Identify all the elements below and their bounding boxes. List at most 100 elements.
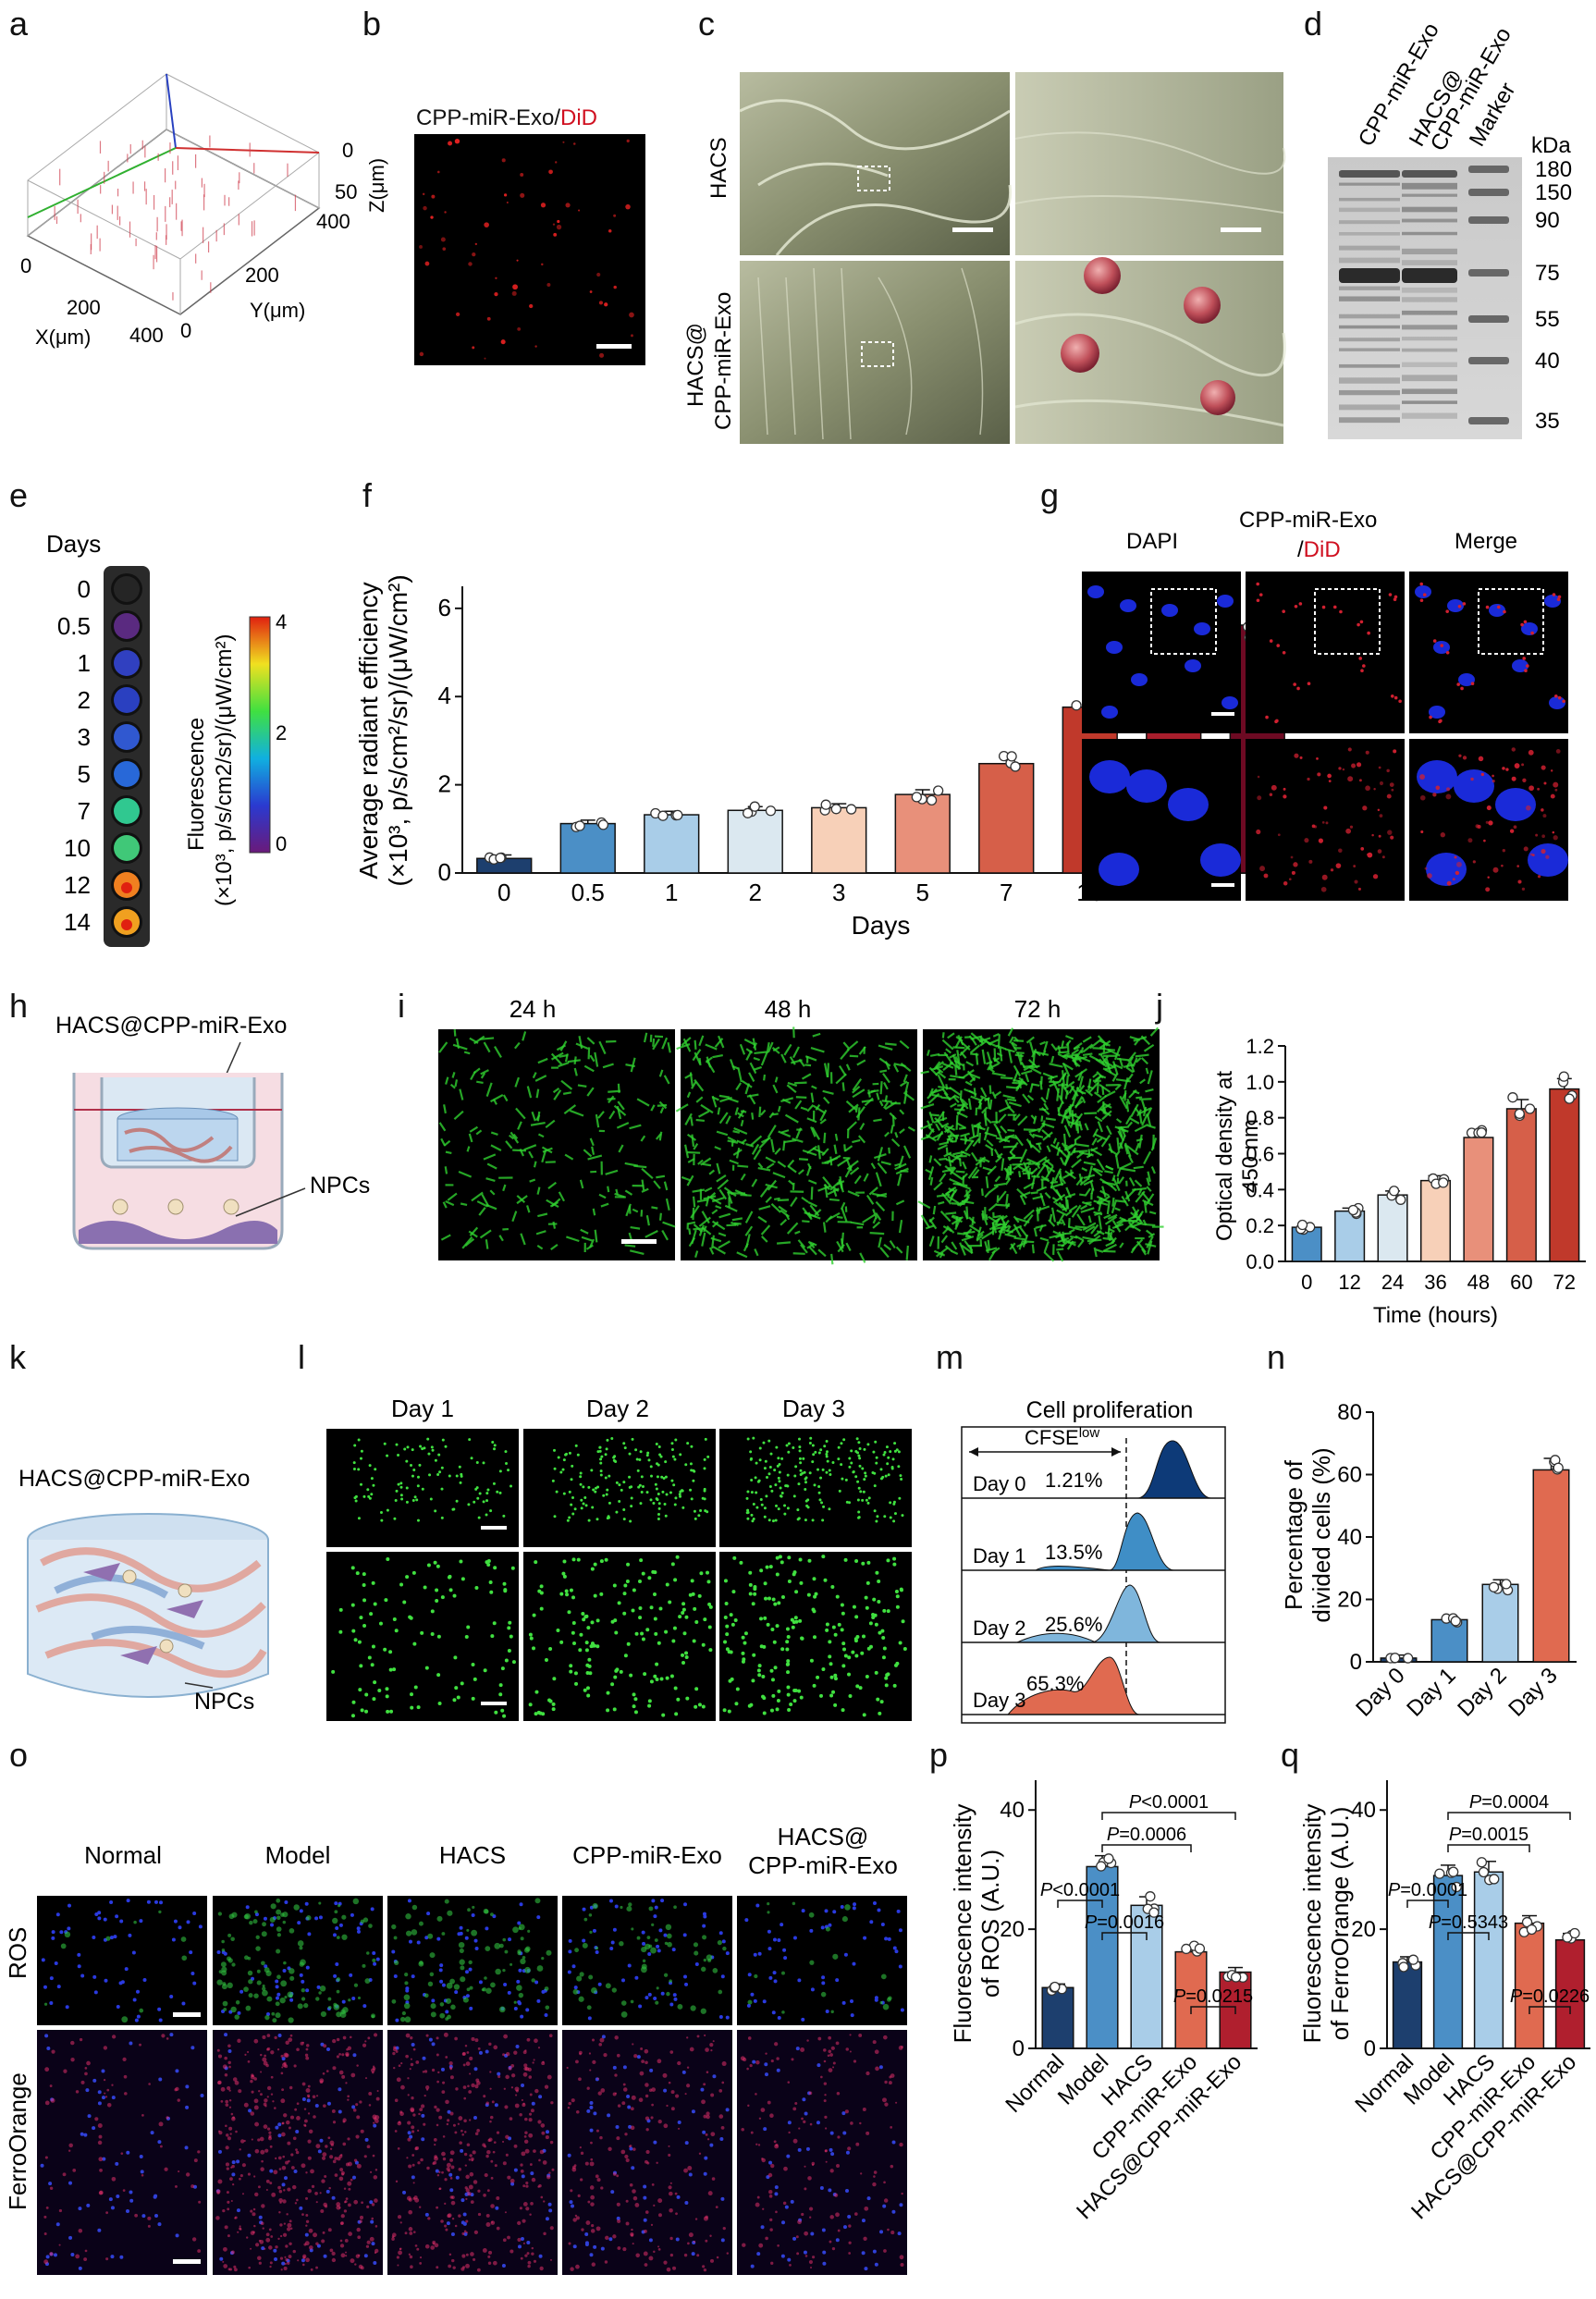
nucleus xyxy=(424,1936,429,1940)
nucleus xyxy=(702,1912,706,1916)
ferro-signal xyxy=(278,2168,282,2170)
cell xyxy=(878,1057,891,1067)
cell xyxy=(655,1678,659,1682)
ferro-signal xyxy=(446,2167,450,2171)
cell xyxy=(856,1480,860,1483)
cell xyxy=(797,1689,802,1693)
ros-signal xyxy=(297,2003,303,2010)
cell xyxy=(854,1450,858,1454)
cell xyxy=(829,1662,833,1666)
cell xyxy=(535,1230,546,1236)
ferro-signal xyxy=(185,2172,190,2177)
day-label: 14 xyxy=(64,908,91,936)
cell xyxy=(778,1480,781,1483)
signal-dot xyxy=(430,215,434,219)
exo-signal xyxy=(1362,664,1366,668)
ferro-signal xyxy=(404,2231,408,2235)
cell xyxy=(988,1099,993,1110)
ros-signal xyxy=(252,1919,258,1924)
cell xyxy=(866,1580,870,1585)
signal-dot xyxy=(540,203,546,208)
nucleus xyxy=(534,1980,539,1985)
cell xyxy=(734,1189,748,1197)
gel-band xyxy=(1339,182,1400,186)
cell xyxy=(775,1555,780,1560)
cell xyxy=(993,1182,1006,1187)
cell xyxy=(708,1604,713,1609)
exo-signal xyxy=(1432,793,1437,797)
nucleus xyxy=(663,1933,668,1937)
cell xyxy=(610,1682,615,1687)
cell xyxy=(698,1216,712,1227)
exo-signal xyxy=(1357,622,1360,627)
cell xyxy=(586,1693,591,1698)
data-point xyxy=(1145,1891,1156,1902)
cell xyxy=(552,1677,557,1681)
cell xyxy=(359,1664,363,1668)
ferro-signal xyxy=(58,2208,63,2213)
cell xyxy=(389,1709,394,1714)
ros-signal xyxy=(221,1970,227,1976)
cell xyxy=(654,1482,657,1486)
exo-signal xyxy=(1543,781,1547,785)
cell xyxy=(889,1240,896,1249)
cell xyxy=(624,1244,636,1248)
cell xyxy=(615,1481,619,1484)
cell xyxy=(877,1580,881,1584)
cell xyxy=(494,1045,502,1058)
cell xyxy=(641,1167,654,1180)
exo-signal xyxy=(1304,838,1309,843)
cell xyxy=(1082,1043,1094,1053)
ferro-signal xyxy=(459,2141,462,2145)
cell xyxy=(606,1488,609,1492)
cell xyxy=(1089,1038,1102,1050)
cell xyxy=(1028,1066,1042,1075)
cell xyxy=(498,1235,504,1242)
cell xyxy=(451,1072,456,1078)
ferro-signal xyxy=(216,2191,220,2194)
cell xyxy=(460,1681,464,1686)
cell xyxy=(652,1592,657,1597)
cell xyxy=(950,1188,958,1198)
ferro-signal xyxy=(434,2144,436,2146)
ferro-signal xyxy=(284,2256,287,2258)
nucleus xyxy=(375,1957,380,1961)
significance-bracket xyxy=(1447,1812,1571,1820)
cell xyxy=(985,1116,992,1125)
cell xyxy=(1071,1204,1082,1218)
ferro-signal xyxy=(277,2156,282,2160)
ferro-signal xyxy=(365,2244,370,2248)
ferro-signal xyxy=(399,2111,404,2117)
cell xyxy=(959,1090,963,1100)
cell xyxy=(1077,1239,1085,1248)
panel-h-schematic: HACS@CPP-miR-Exo NPCs xyxy=(55,1013,370,1250)
nucleus xyxy=(301,2258,305,2263)
nucleus xyxy=(369,2200,374,2205)
ros-signal xyxy=(693,1942,699,1948)
ferro-signal xyxy=(324,2205,328,2208)
ferro-signal xyxy=(373,2117,377,2121)
p-value-label: P<0.0001 xyxy=(1129,1792,1209,1813)
bar xyxy=(1532,1469,1570,1663)
exo-signal xyxy=(1282,609,1285,613)
signal-dot xyxy=(422,192,425,196)
cell xyxy=(765,1494,768,1498)
ferro-signal xyxy=(234,2216,238,2219)
cell xyxy=(449,1083,456,1089)
nucleus xyxy=(518,1968,522,1973)
cell xyxy=(746,1517,750,1520)
ferro-signal xyxy=(485,2101,490,2105)
cell xyxy=(748,1570,753,1575)
ferro-signal xyxy=(485,2154,489,2158)
cell xyxy=(672,1483,676,1487)
ferro-signal xyxy=(303,2243,307,2246)
nucleus xyxy=(304,2232,309,2237)
ferro-signal xyxy=(488,2042,492,2047)
cell xyxy=(770,1627,775,1631)
cell xyxy=(987,1165,997,1175)
cell xyxy=(595,1618,600,1623)
cell xyxy=(584,1641,589,1645)
cell xyxy=(515,1107,526,1120)
ferro-signal xyxy=(247,2060,251,2063)
cell xyxy=(568,1516,571,1519)
